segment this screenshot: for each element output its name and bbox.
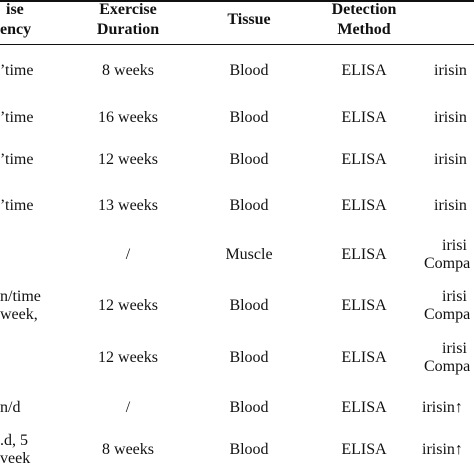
cell-result-line: irisi: [442, 237, 467, 254]
cell-method: ELISA: [341, 62, 387, 79]
cell-method: ELISA: [341, 109, 387, 126]
cell-result: irisin↑: [422, 441, 463, 459]
cell-result-line: irisi: [442, 340, 467, 357]
header-tissue: Tissue: [227, 10, 270, 30]
cell-method: ELISA: [341, 441, 387, 458]
header-duration: Exercise Duration: [97, 0, 159, 40]
cell-result: irisin: [434, 151, 467, 169]
cell-frequency-line: ’time: [0, 62, 34, 79]
cell-frequency: .d, 5 veek: [0, 432, 30, 468]
cell-tissue: Blood: [229, 349, 269, 366]
cell-method: ELISA: [341, 246, 387, 263]
cell-result-line: irisin: [434, 197, 467, 214]
cell-frequency: ’time: [0, 109, 33, 127]
cell-duration: 8 weeks: [102, 441, 154, 458]
cell-tissue: Blood: [229, 297, 269, 314]
cell-result-line: Compa: [424, 306, 471, 323]
cell-method: ELISA: [341, 399, 387, 416]
header-frequency-line1: ise: [6, 1, 24, 18]
cell-frequency: ’time: [0, 197, 33, 215]
header-rule: [0, 44, 474, 45]
cell-frequency-line: veek: [0, 450, 31, 467]
cell-tissue: Blood: [229, 109, 269, 126]
cell-result: irisi Compa: [424, 237, 470, 273]
cell-result-line: irisin: [434, 151, 467, 168]
cell-tissue: Blood: [229, 441, 269, 458]
top-rule: [0, 0, 474, 2]
cell-result-line: irisin↑: [422, 399, 463, 416]
cell-result-line: irisin↑: [422, 441, 463, 458]
cell-duration: 12 weeks: [98, 297, 158, 314]
cell-result-line: irisin: [434, 62, 467, 79]
header-duration-line2: Duration: [96, 21, 160, 38]
header-method-line2: Method: [337, 21, 391, 38]
cell-duration: /: [125, 246, 131, 263]
cell-frequency-line: .d, 5: [0, 432, 28, 449]
cell-tissue: Muscle: [225, 246, 273, 263]
cell-frequency: ’time: [0, 62, 33, 80]
cell-frequency: n/d: [0, 399, 20, 417]
cell-result: irisi Compa: [424, 288, 470, 324]
cell-frequency: n/time week,: [0, 288, 41, 324]
cell-duration: 8 weeks: [102, 62, 154, 79]
header-method: Detection Method: [332, 0, 397, 40]
cell-duration: /: [125, 399, 131, 416]
header-frequency: ise ency: [0, 0, 31, 40]
cell-frequency-line: ’time: [0, 109, 34, 126]
cell-method: ELISA: [341, 349, 387, 366]
cell-frequency-line: week,: [0, 306, 38, 323]
cell-method: ELISA: [341, 151, 387, 168]
cell-method: ELISA: [341, 297, 387, 314]
cell-frequency-line: ’time: [0, 151, 34, 168]
cell-duration: 13 weeks: [98, 197, 158, 214]
cell-result: irisin: [434, 62, 467, 80]
cell-duration: 12 weeks: [98, 151, 158, 168]
cell-result: irisin: [434, 109, 467, 127]
cell-tissue: Blood: [229, 151, 269, 168]
cell-duration: 12 weeks: [98, 349, 158, 366]
header-duration-line1: Exercise: [99, 1, 157, 18]
header-method-line1: Detection: [331, 1, 397, 18]
cell-method: ELISA: [341, 197, 387, 214]
cell-frequency-line: n/time: [0, 288, 41, 305]
cell-duration: 16 weeks: [98, 109, 158, 126]
cell-frequency: ’time: [0, 151, 33, 169]
cell-result: irisin↑: [422, 399, 463, 417]
cell-tissue: Blood: [229, 197, 269, 214]
header-tissue-line1: Tissue: [227, 11, 271, 28]
header-frequency-line2: ency: [0, 21, 32, 38]
cell-tissue: Blood: [229, 62, 269, 79]
cell-result-line: irisin: [434, 109, 467, 126]
cell-result: irisi Compa: [424, 340, 470, 376]
cell-result-line: Compa: [424, 358, 471, 375]
cell-frequency-line: n/d: [0, 399, 21, 416]
cell-result: irisin: [434, 197, 467, 215]
cell-result-line: Compa: [424, 255, 471, 272]
cell-result-line: irisi: [442, 288, 467, 305]
cell-frequency-line: ’time: [0, 197, 34, 214]
cell-tissue: Blood: [229, 399, 269, 416]
